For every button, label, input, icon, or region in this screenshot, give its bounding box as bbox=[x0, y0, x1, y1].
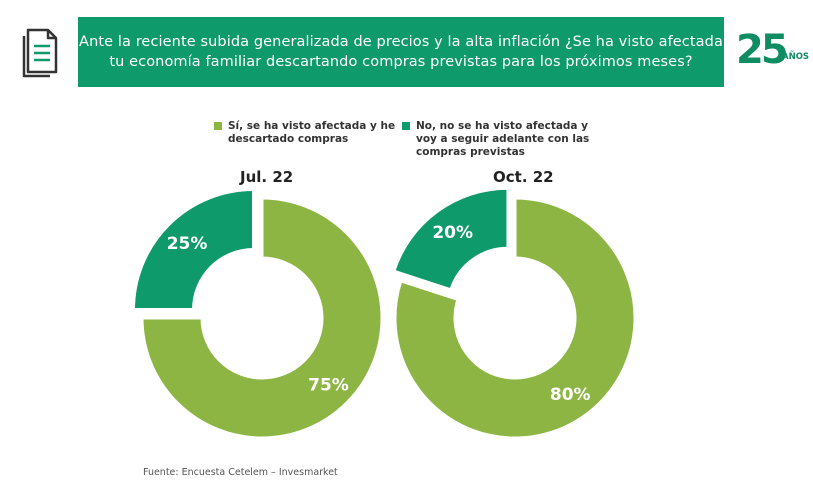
donut-slice-1-yes bbox=[393, 196, 637, 440]
legend-item-no: No, no se ha visto afectada y voy a segu… bbox=[402, 120, 589, 159]
legend-label-yes: Sí, se ha visto afectada y he descartado… bbox=[228, 120, 396, 145]
legend-swatch-no bbox=[402, 122, 410, 130]
legend-item-yes: Sí, se ha visto afectada y he descartado… bbox=[214, 120, 395, 146]
logo-number: 25 bbox=[736, 27, 789, 73]
source-note: Fuente: Encuesta Cetelem – Invesmarket bbox=[143, 467, 338, 478]
logo-label: AÑOS bbox=[782, 52, 810, 62]
donut-slice-1-no bbox=[391, 186, 510, 292]
document-icon bbox=[22, 28, 58, 78]
anniversary-logo: 25 AÑOS bbox=[736, 26, 810, 78]
legend-label-no: No, no se ha visto afectada y voy a segu… bbox=[416, 120, 590, 158]
question-banner: Ante la reciente subida generalizada de … bbox=[78, 17, 724, 87]
chart-title-jul: Jul. 22 bbox=[240, 168, 294, 186]
chart-title-oct: Oct. 22 bbox=[493, 168, 554, 186]
legend-swatch-yes bbox=[214, 122, 222, 130]
donut-label-0-yes: 75% bbox=[308, 375, 349, 395]
donut-slice-0-yes bbox=[140, 196, 384, 440]
donut-label-1-yes: 80% bbox=[550, 385, 591, 405]
donut-slice-0-no bbox=[132, 188, 256, 312]
question-text: Ante la reciente subida generalizada de … bbox=[79, 34, 723, 70]
donut-label-0-no: 25% bbox=[167, 234, 208, 254]
donut-label-1-no: 20% bbox=[432, 223, 473, 243]
